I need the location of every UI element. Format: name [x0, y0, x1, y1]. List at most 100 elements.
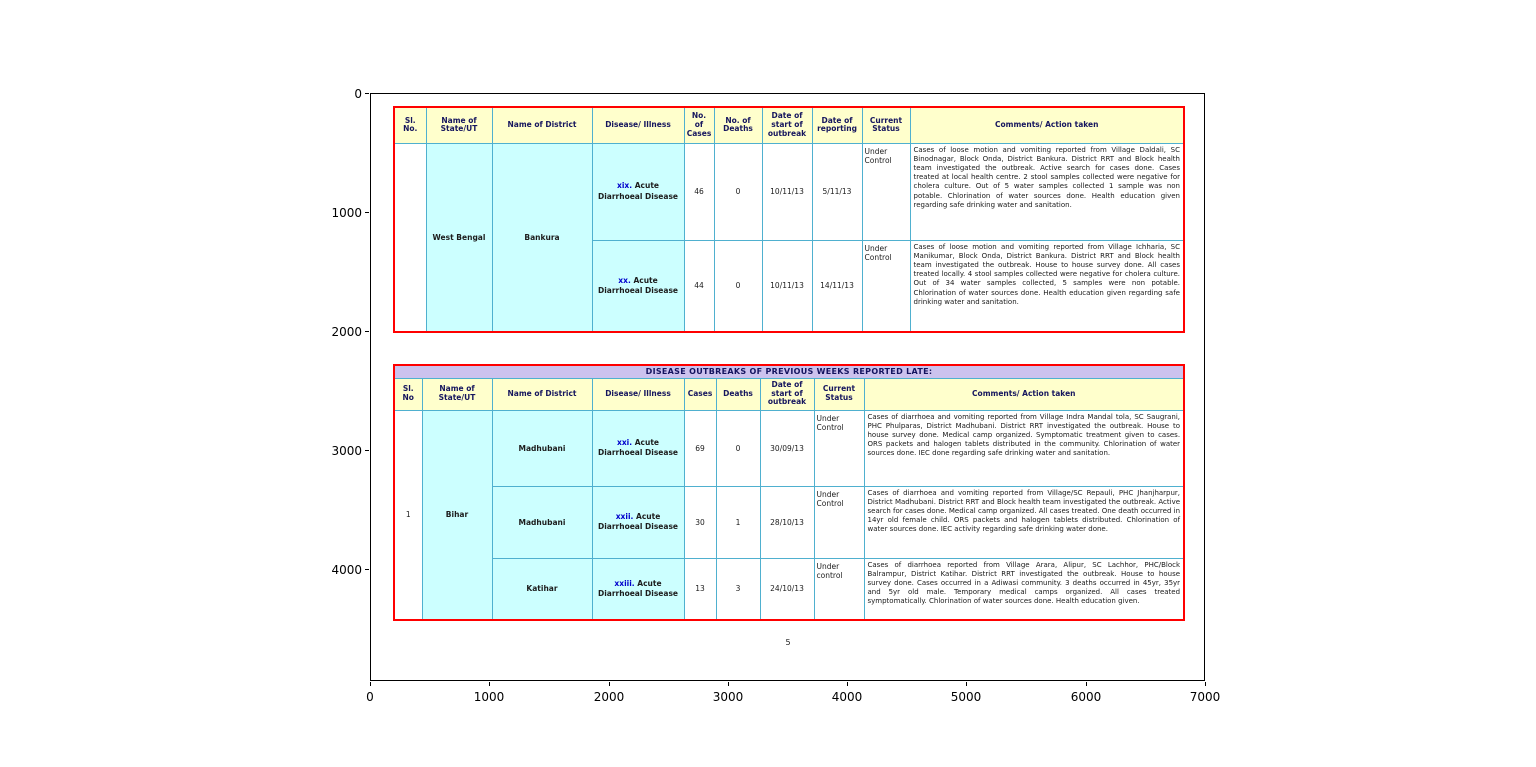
t1-row2-cases-cell: 44: [683, 239, 715, 333]
x-tick-mark: [847, 682, 848, 686]
t1-row2-start-date-cell: 10/11/13: [761, 239, 813, 333]
t1-header-start-date: Date of start of outbreak: [761, 106, 813, 144]
t1-row2-reporting-date-cell: 14/11/13: [811, 239, 863, 333]
t2-header-cases: Cases: [683, 377, 717, 411]
t2-header-state: Name of State/UT: [421, 377, 493, 411]
x-tick-label: 2000: [593, 690, 625, 704]
plot-axes: Sl. No. Name of State/UT Name of Distric…: [370, 93, 1205, 681]
t2-title: DISEASE OUTBREAKS OF PREVIOUS WEEKS REPO…: [393, 364, 1185, 379]
t2-row2-cases-cell: 30: [683, 485, 717, 559]
t2-row2-district-cell: Madhubani: [491, 485, 593, 559]
t2-row2-deaths-cell: 1: [715, 485, 761, 559]
t2-row2-start-date-cell: 28/10/13: [759, 485, 815, 559]
x-tick-mark: [609, 682, 610, 686]
t2-sl-cell: 1: [393, 409, 423, 621]
t2-row3-comments-cell: Cases of diarrhoea reported from Village…: [863, 557, 1185, 621]
y-tick-label: 0: [354, 87, 362, 101]
y-tick-mark: [365, 93, 369, 94]
x-tick-mark: [1086, 682, 1087, 686]
t1-district-cell: Bankura: [491, 142, 593, 333]
t1-row1-deaths-cell: 0: [713, 142, 763, 241]
y-tick-mark: [365, 331, 369, 332]
t2-state-cell: Bihar: [421, 409, 493, 621]
late-reported-outbreaks-table: DISEASE OUTBREAKS OF PREVIOUS WEEKS REPO…: [393, 364, 1186, 621]
t1-header-reporting-date: Date of reporting: [811, 106, 863, 144]
y-tick-label: 4000: [331, 563, 362, 577]
disease-name: Acute Diarrhoeal Disease: [597, 511, 679, 531]
t2-row2-comments-cell: Cases of diarrhoea and vomiting reported…: [863, 485, 1185, 559]
t2-row1-disease-cell: xxi. Acute Diarrhoeal Disease: [591, 409, 685, 487]
x-tick-label: 5000: [950, 690, 982, 704]
t2-row2-disease-cell: xxii. Acute Diarrhoeal Disease: [591, 485, 685, 559]
t1-row1-status-cell: Under Control: [861, 142, 911, 241]
t1-state-cell: West Bengal: [425, 142, 493, 333]
y-tick-label: 1000: [331, 206, 362, 220]
disease-number: xxii.: [615, 511, 634, 521]
t1-row2-status-cell: Under Control: [861, 239, 911, 333]
disease-name: Acute Diarrhoeal Disease: [597, 437, 679, 457]
t1-sl-cell: [393, 142, 427, 333]
t2-row1-cases-cell: 69: [683, 409, 717, 487]
t1-row1-disease-cell: xix. Acute Diarrhoeal Disease: [591, 142, 685, 241]
t2-row3-cases-cell: 13: [683, 557, 717, 621]
t1-header-state: Name of State/UT: [425, 106, 493, 144]
t2-header-deaths: Deaths: [715, 377, 761, 411]
t2-header-start-date: Date of start of outbreak: [759, 377, 815, 411]
t2-row2-status-cell: Under Control: [813, 485, 865, 559]
x-tick-mark: [966, 682, 967, 686]
t2-header-sl: Sl. No: [393, 377, 423, 411]
disease-number: xxi.: [617, 437, 633, 447]
t2-row3-deaths-cell: 3: [715, 557, 761, 621]
t1-row1-cases-cell: 46: [683, 142, 715, 241]
y-tick-label: 3000: [331, 444, 362, 458]
t1-header-district: Name of District: [491, 106, 593, 144]
t1-header-deaths: No. of Deaths: [713, 106, 763, 144]
t1-row1-reporting-date-cell: 5/11/13: [811, 142, 863, 241]
t1-row2-disease-cell: xx. Acute Diarrhoeal Disease: [591, 239, 685, 333]
t2-row1-status-cell: Under Control: [813, 409, 865, 487]
current-outbreaks-table: Sl. No. Name of State/UT Name of Distric…: [393, 106, 1185, 333]
x-tick-mark: [370, 682, 371, 686]
page-number: 5: [785, 638, 791, 647]
t2-row1-comments-cell: Cases of diarrhoea and vomiting reported…: [863, 409, 1185, 487]
t1-header-cases: No. of Cases: [683, 106, 715, 144]
x-tick-label: 4000: [831, 690, 863, 704]
t2-row1-deaths-cell: 0: [715, 409, 761, 487]
t2-header-disease: Disease/ Illness: [591, 377, 685, 411]
x-tick-label: 6000: [1070, 690, 1102, 704]
t1-header-status: Current Status: [861, 106, 911, 144]
t1-row1-comments-cell: Cases of loose motion and vomiting repor…: [909, 142, 1185, 241]
t2-row3-start-date-cell: 24/10/13: [759, 557, 815, 621]
t2-header-status: Current Status: [813, 377, 865, 411]
x-tick-label: 0: [366, 690, 374, 704]
document-page: Sl. No. Name of State/UT Name of Distric…: [371, 94, 1204, 680]
disease-name: Acute Diarrhoeal Disease: [597, 275, 679, 295]
y-tick-label: 2000: [331, 325, 362, 339]
t2-header-district: Name of District: [491, 377, 593, 411]
disease-number: xxiii.: [614, 578, 635, 588]
disease-number: xx.: [618, 275, 631, 285]
y-tick-mark: [365, 212, 369, 213]
x-tick-mark: [728, 682, 729, 686]
t2-row3-disease-cell: xxiii. Acute Diarrhoeal Disease: [591, 557, 685, 621]
t2-row3-district-cell: Katihar: [491, 557, 593, 621]
x-tick-label: 3000: [712, 690, 744, 704]
t2-row1-start-date-cell: 30/09/13: [759, 409, 815, 487]
disease-name: Acute Diarrhoeal Disease: [597, 578, 679, 598]
y-tick-mark: [365, 569, 369, 570]
x-tick-mark: [489, 682, 490, 686]
t1-row2-comments-cell: Cases of loose motion and vomiting repor…: [909, 239, 1185, 333]
x-tick-mark: [1205, 682, 1206, 686]
t2-header-comments: Comments/ Action taken: [863, 377, 1185, 411]
disease-number: xix.: [617, 181, 633, 191]
t1-header-comments: Comments/ Action taken: [909, 106, 1185, 144]
t1-row1-start-date-cell: 10/11/13: [761, 142, 813, 241]
y-tick-mark: [365, 450, 369, 451]
t1-header-disease: Disease/ Illness: [591, 106, 685, 144]
t2-row3-status-cell: Under control: [813, 557, 865, 621]
t1-row2-deaths-cell: 0: [713, 239, 763, 333]
t2-row1-district-cell: Madhubani: [491, 409, 593, 487]
t1-header-sl: Sl. No.: [393, 106, 427, 144]
x-tick-label: 7000: [1189, 690, 1221, 704]
